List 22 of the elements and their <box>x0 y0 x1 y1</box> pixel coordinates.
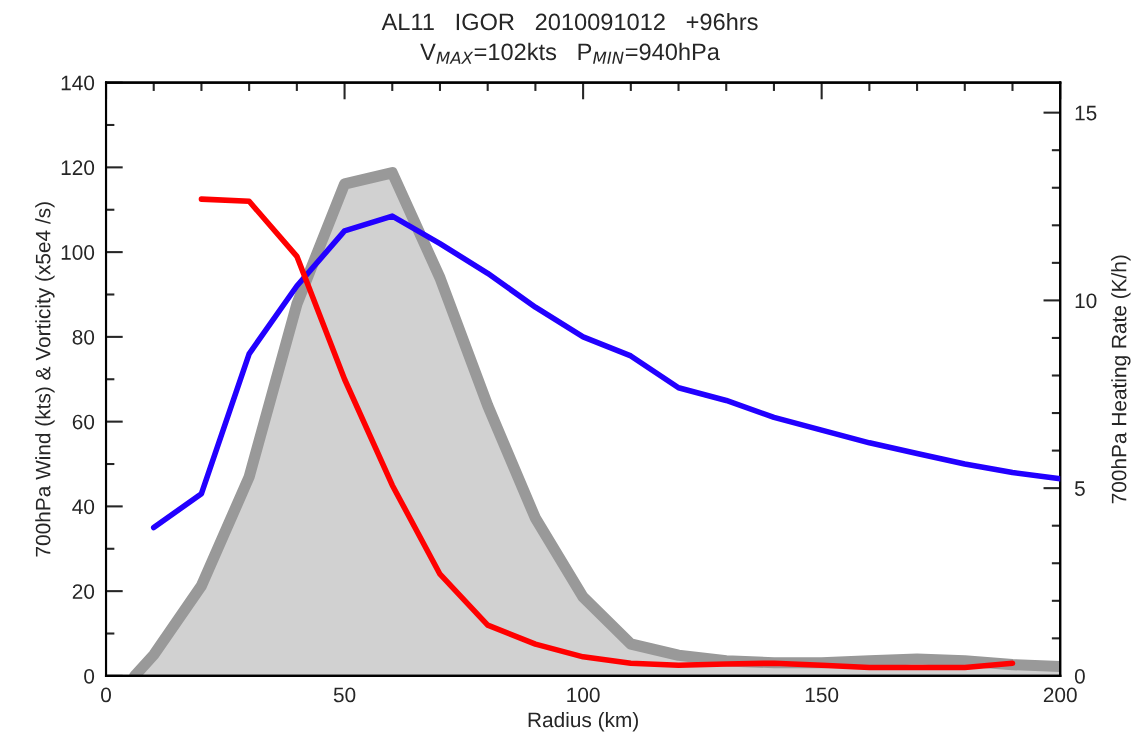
x-tick-label: 100 <box>567 687 600 703</box>
y-tick-label: 140 <box>61 75 95 91</box>
y2-tick-label: 5 <box>1074 481 1085 496</box>
y-axis-title: 700hPa Wind (kts) & Vorticity (x5e4 /s) <box>35 202 55 557</box>
x-tick-label: 0 <box>101 687 111 703</box>
x-tick-label: 50 <box>333 687 356 703</box>
chart-subtitle: V$_{MAX}$=102kts P$_{MIN}$=940hPa <box>420 42 720 64</box>
y-tick-label: 20 <box>72 584 95 599</box>
y-tick-label: 120 <box>61 160 95 176</box>
x-tick-label: 150 <box>805 687 839 703</box>
x-tick-label: 200 <box>1043 687 1077 703</box>
y-tick-label: 40 <box>72 499 95 515</box>
y-tick-label: 80 <box>72 329 95 345</box>
chart-title: AL11 IGOR 2010091012 +96hrs <box>381 12 758 31</box>
y2-tick-label: 0 <box>1074 668 1085 684</box>
y-tick-label: 60 <box>72 414 95 430</box>
y2-tick-label: 15 <box>1075 105 1097 121</box>
x-axis-title: Radius (km) <box>528 711 638 732</box>
y-tick-label: 0 <box>84 668 95 684</box>
y-tick-label: 100 <box>61 245 95 260</box>
y2-tick-label: 10 <box>1075 293 1097 309</box>
y2-axis-title: 700hPa Heating Rate (K/h) <box>1111 255 1131 504</box>
